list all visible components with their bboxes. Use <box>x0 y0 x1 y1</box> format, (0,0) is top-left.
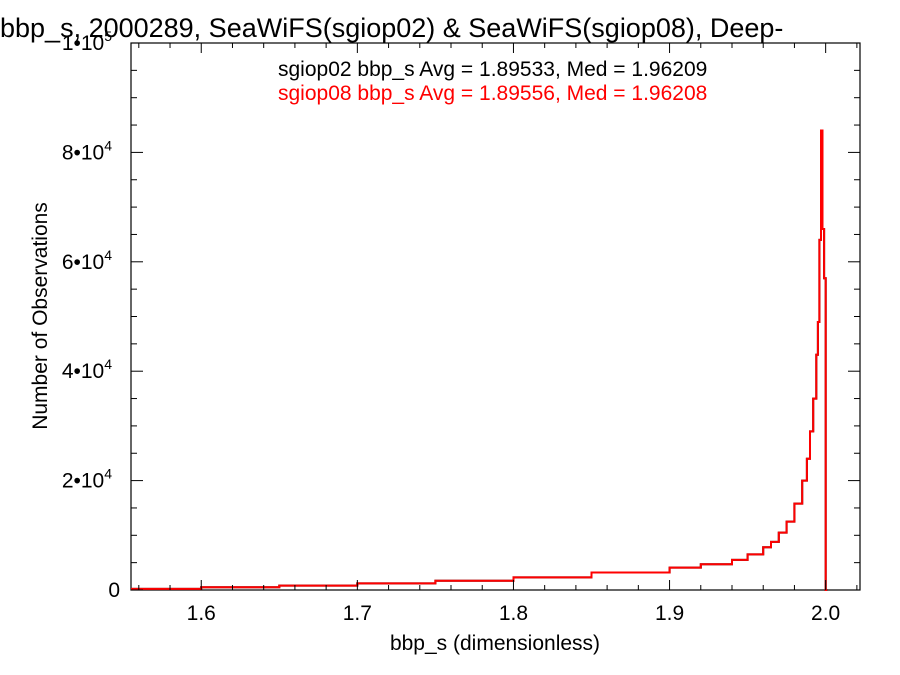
x-tick-label: 1.8 <box>499 602 528 625</box>
y-tick-label: 4•104 <box>62 356 112 383</box>
series-group <box>131 129 828 591</box>
y-tick-label: 1•105 <box>62 28 112 55</box>
y-tick-label: 8•104 <box>62 137 112 164</box>
annotation-sgiop02: sgiop02 bbp_s Avg = 1.89533, Med = 1.962… <box>278 58 707 81</box>
plot-frame <box>130 42 861 591</box>
series-line-sgiop02 <box>131 129 828 591</box>
x-tick-label: 1.6 <box>187 602 216 625</box>
ticks-group: 1.6 1.7 1.8 1.9 2.0 0 2•104 4•104 6•104 8•104 1•10… <box>62 28 860 625</box>
y-axis-label: Number of Observations <box>29 202 52 430</box>
series-line-sgiop08 <box>131 129 828 591</box>
x-tick-label: 1.9 <box>655 602 684 625</box>
x-tick-label: 2.0 <box>811 602 840 625</box>
y-tick-label: 6•104 <box>62 247 112 274</box>
chart-title: bbp_s, 2000289, SeaWiFS(sgiop02) & SeaWi… <box>0 13 783 43</box>
x-tick-label: 1.7 <box>343 602 372 625</box>
y-tick-label: 0 <box>108 579 120 602</box>
y-tick-label: 2•104 <box>62 466 112 493</box>
x-axis-label: bbp_s (dimensionless) <box>390 632 600 655</box>
annotation-sgiop08: sgiop08 bbp_s Avg = 1.89556, Med = 1.962… <box>278 82 707 105</box>
